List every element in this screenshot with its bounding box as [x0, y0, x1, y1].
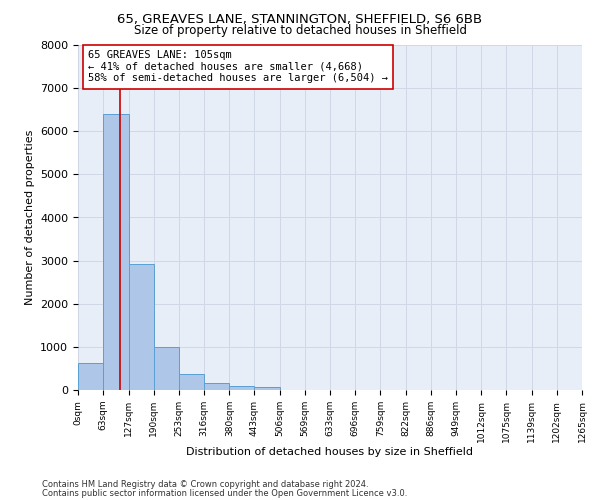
Text: Size of property relative to detached houses in Sheffield: Size of property relative to detached ho…	[133, 24, 467, 37]
Y-axis label: Number of detached properties: Number of detached properties	[25, 130, 35, 305]
Bar	[103, 114, 128, 390]
Bar	[229, 386, 254, 390]
Bar	[204, 383, 229, 390]
Text: 65 GREAVES LANE: 105sqm
← 41% of detached houses are smaller (4,668)
58% of semi: 65 GREAVES LANE: 105sqm ← 41% of detache…	[88, 50, 388, 84]
Bar	[78, 364, 103, 390]
Bar	[128, 264, 154, 390]
Bar	[254, 386, 280, 390]
Text: Contains HM Land Registry data © Crown copyright and database right 2024.: Contains HM Land Registry data © Crown c…	[42, 480, 368, 489]
Text: 65, GREAVES LANE, STANNINGTON, SHEFFIELD, S6 6BB: 65, GREAVES LANE, STANNINGTON, SHEFFIELD…	[118, 12, 482, 26]
Bar	[179, 374, 204, 390]
Bar	[154, 347, 179, 390]
X-axis label: Distribution of detached houses by size in Sheffield: Distribution of detached houses by size …	[187, 448, 473, 458]
Text: Contains public sector information licensed under the Open Government Licence v3: Contains public sector information licen…	[42, 488, 407, 498]
